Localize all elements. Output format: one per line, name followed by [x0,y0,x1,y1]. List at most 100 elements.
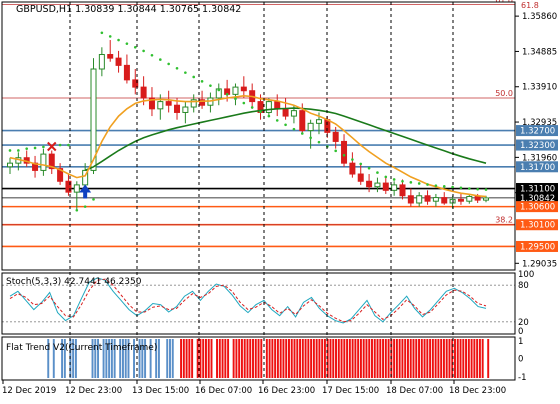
candle-body [7,162,13,168]
psar-dot [292,127,296,131]
psar-dot [300,132,304,135]
psar-dot [284,123,287,127]
flat-trend-bar [426,339,429,378]
level-price-tag [516,125,558,137]
candle-body [483,197,489,201]
flat-tick-label: 0 [518,355,523,365]
psar-dot [317,140,321,144]
flat-trend-bar [199,339,202,378]
stoch-level-label: 100 [518,270,534,280]
price-tick-label: 1.31960 [522,153,557,163]
psar-dot [426,183,429,186]
candle-body [98,54,105,70]
candle-body [474,195,481,201]
flat-trend-bar [91,339,94,378]
level-price-tag-label: 1.29500 [520,242,555,252]
level-price-tag [516,219,558,231]
ma-slow-line [84,107,487,172]
flat-trend-bar [94,339,97,378]
flat-trend-bar [249,339,252,378]
flat-trend-bar [257,339,260,378]
psar-dot [476,187,479,191]
flat-trend-bar [329,339,332,378]
candle-body [115,57,122,66]
stoch-level-label: 0 [518,327,523,337]
flat-trend-bar [323,339,326,378]
flat-trend-bar [337,339,340,378]
level-price-tag-label: 1.30100 [520,221,555,231]
flat-trend-bar [271,339,274,378]
flat-trend-bar [182,339,185,378]
time-label: 18 Dec 23:00 [449,386,506,396]
candle-body [148,97,155,110]
psar-dot [125,42,129,45]
candle-body [357,173,364,182]
flat-trend-bar [166,339,169,378]
flat-trend-bar [235,339,238,378]
candle-body [466,195,473,202]
flat-trend-bar [409,339,412,378]
flat-trend-bar [459,339,462,378]
sell-marker [47,141,57,152]
time-label: 16 Dec 23:00 [258,386,315,396]
stoch-level-label: 20 [518,318,529,328]
flat-trend-bar [335,339,337,378]
psar-dot [17,149,20,152]
flat-trend-bar [429,339,432,378]
flat-trend-bar [299,339,302,378]
flat-trend-bar [169,339,171,378]
psar-dot [58,143,62,147]
flat-trend-bar [149,339,152,378]
flat-trend-bar [304,339,307,378]
candle-body [132,79,139,88]
flat-trend-bar [481,339,484,378]
flat-trend-bar [224,339,227,378]
psar-dot [117,38,120,42]
flat-trend-bar [412,339,415,378]
flat-trend-bar [52,339,55,378]
flat-trend-bar [119,339,122,378]
flat-trend-bar [47,339,50,378]
candle-body [199,99,206,106]
psar-dot [309,136,312,140]
flat-trend-bar [401,339,404,378]
candle-body [165,101,172,106]
flat-trend-bar [404,339,407,378]
flat-trend-bar [362,339,365,378]
flat-trend-bar [487,339,490,378]
flat-trend-bar [240,339,243,378]
flat-trend-bar [293,339,296,378]
price-tick-label: 1.34885 [522,47,557,57]
candle-body [290,110,297,117]
psar-dot [259,110,262,114]
fib-label: 50.0 [495,89,513,98]
psar-dot [267,114,271,118]
flat-trend-bar [285,339,288,378]
flat-trend-bar [454,339,456,378]
psar-dot [67,143,70,147]
psar-dot [401,179,404,183]
flat-trend-bar [451,339,454,378]
flat-trend-bar [254,339,257,378]
flat-trend-bar [63,339,66,378]
flat-trend-bar [274,339,277,378]
stoch-signal-line [9,278,487,323]
flat-trend-bar [290,339,293,378]
candle-body [40,153,47,171]
flat-trend-bar [268,339,271,378]
candle-body [382,182,389,191]
flat-trend-bar [218,339,221,378]
level-price-tag-label: 1.32300 [520,141,555,151]
flat-trend-bar [346,339,349,378]
level-price-tag-label: 1.31700 [520,163,555,173]
psar-dot [334,149,337,153]
candle-body [123,64,130,81]
flat-trend-bar [393,339,396,378]
flat-trend-bar [365,339,368,378]
candle-body [274,101,281,110]
flat-trend-bar [74,339,77,378]
flat-trend-bar [340,339,343,378]
flat-trend-bar [202,339,205,378]
flat-trend-bar [276,339,279,378]
